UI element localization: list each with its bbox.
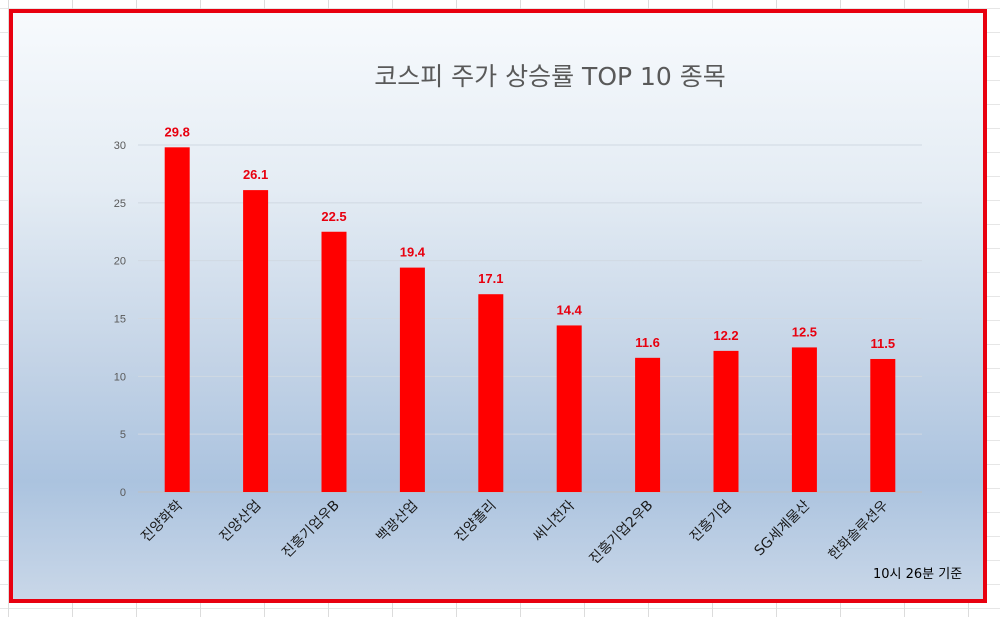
x-axis-categories: 진양화학 진양산업 진흥기업우B 백광산업 진양폴리 써니전자 진흥기업2우B 진흥기업 SG세… (138, 497, 891, 567)
data-label: 26.1 (243, 167, 268, 182)
bars (164, 147, 896, 493)
category-label: 한화솔루션우 (826, 497, 892, 563)
time-footnote: 10시 26분 기준 (873, 567, 963, 582)
data-label: 11.5 (871, 336, 896, 351)
y-tick-label: 10 (114, 371, 126, 383)
y-tick-label: 30 (114, 140, 126, 152)
category-label: SG세계물산 (752, 497, 814, 559)
category-label: 써니전자 (530, 497, 578, 545)
data-labels: 29.8 26.1 22.5 19.4 17.1 14.4 11.6 12.2 12.5 11.5 (165, 124, 896, 351)
bar (791, 347, 817, 492)
data-label: 12.5 (792, 324, 817, 339)
category-label: 진흥기업2우B (586, 498, 656, 568)
data-label: 22.5 (321, 209, 346, 224)
bar (399, 267, 425, 492)
category-label: 백광산업 (373, 498, 421, 546)
category-label: 진양폴리 (452, 498, 500, 546)
data-label: 19.4 (400, 245, 426, 260)
y-tick-label: 20 (114, 256, 126, 268)
data-label: 11.6 (635, 335, 660, 350)
category-label: 진양화학 (138, 497, 186, 545)
data-label: 29.8 (165, 124, 190, 139)
bar (478, 294, 504, 492)
y-axis-ticks: 0 5 10 15 20 25 30 (114, 140, 126, 499)
bar (556, 325, 582, 492)
category-label: 진흥기업우B (279, 498, 343, 562)
bar (870, 358, 896, 492)
category-label: 진양산업 (217, 498, 265, 546)
y-tick-label: 0 (120, 487, 126, 499)
bar (635, 357, 661, 492)
y-tick-label: 5 (120, 429, 126, 441)
data-label: 17.1 (478, 271, 503, 286)
gridlines (138, 144, 922, 493)
bar (164, 147, 190, 492)
data-label: 12.2 (713, 328, 738, 343)
category-label: 진흥기업 (687, 498, 735, 546)
chart-title: 코스피 주가 상승률 TOP 10 종목 (374, 62, 726, 91)
data-label: 14.4 (557, 302, 583, 317)
y-tick-label: 15 (114, 314, 126, 326)
y-tick-label: 25 (114, 198, 126, 210)
bar (713, 350, 739, 492)
bar (243, 190, 269, 493)
bar (321, 231, 347, 492)
